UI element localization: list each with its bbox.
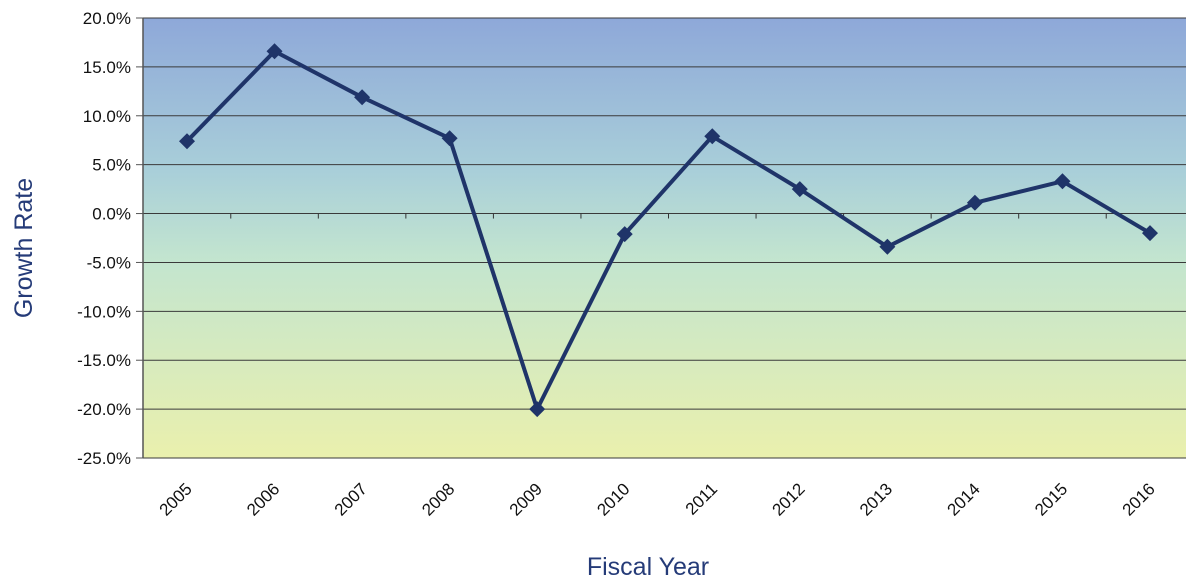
data-point xyxy=(529,401,546,418)
data-point xyxy=(966,194,983,211)
x-tick-label: 2013 xyxy=(856,479,896,519)
y-tick-label: 15.0% xyxy=(83,58,131,77)
y-tick-label: -15.0% xyxy=(77,351,131,370)
series-growth-rate xyxy=(179,43,1158,418)
data-point xyxy=(791,181,808,198)
data-point xyxy=(1054,173,1071,190)
x-tick-label: 2011 xyxy=(682,479,721,518)
y-tick-label: 10.0% xyxy=(83,107,131,126)
series-line xyxy=(185,49,1152,412)
data-point xyxy=(704,128,721,145)
y-tick-label: 20.0% xyxy=(83,9,131,28)
data-point xyxy=(354,89,371,106)
y-tick-label: -25.0% xyxy=(77,449,131,468)
data-point xyxy=(1142,225,1158,242)
x-tick-label: 2008 xyxy=(418,479,458,519)
x-tick-label: 2012 xyxy=(768,479,808,519)
y-tick-label: -20.0% xyxy=(77,400,131,419)
x-tick-label: 2006 xyxy=(243,479,283,519)
y-tick-label: -10.0% xyxy=(77,302,131,321)
data-point xyxy=(441,130,458,147)
x-axis-title: Fiscal Year xyxy=(587,553,709,581)
y-tick-label: 5.0% xyxy=(92,156,131,175)
x-tick-label: 2005 xyxy=(156,479,196,519)
data-point xyxy=(266,43,283,60)
data-point xyxy=(879,238,896,255)
y-tick-label: -5.0% xyxy=(87,253,131,272)
y-axis-title: Growth Rate xyxy=(10,178,38,318)
x-tick-label: 2014 xyxy=(944,479,984,519)
data-point xyxy=(616,226,633,243)
plot-area xyxy=(143,18,1186,458)
y-tick-label: 0.0% xyxy=(92,205,131,224)
x-tick-label: 2015 xyxy=(1031,479,1071,519)
x-tick-label: 2016 xyxy=(1119,479,1159,519)
data-point xyxy=(179,133,195,150)
x-tick-label: 2009 xyxy=(506,479,546,519)
gridlines xyxy=(143,17,1186,459)
x-tick-label: 2007 xyxy=(331,479,371,519)
y-axis-ticks: 20.0% 15.0% 10.0% 5.0% 0.0% -5.0% -10.0% -15.0%… xyxy=(77,9,143,468)
x-tick-label: 2010 xyxy=(593,479,633,519)
